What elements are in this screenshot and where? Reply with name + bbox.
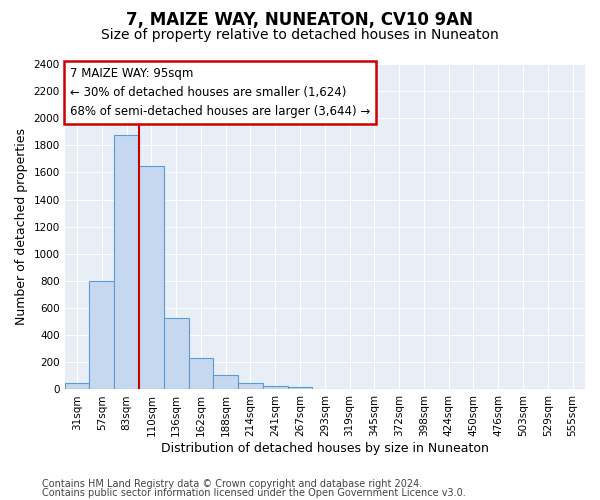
Bar: [214, 375, 238, 390]
Y-axis label: Number of detached properties: Number of detached properties: [15, 128, 28, 325]
Bar: [139, 166, 164, 390]
Text: 7 MAIZE WAY: 95sqm
← 30% of detached houses are smaller (1,624)
68% of semi-deta: 7 MAIZE WAY: 95sqm ← 30% of detached hou…: [70, 68, 370, 118]
Text: Contains public sector information licensed under the Open Government Licence v3: Contains public sector information licen…: [42, 488, 466, 498]
Bar: [89, 281, 114, 390]
Bar: [114, 134, 139, 390]
Bar: [238, 383, 263, 390]
Text: 7, MAIZE WAY, NUNEATON, CV10 9AN: 7, MAIZE WAY, NUNEATON, CV10 9AN: [127, 11, 473, 29]
Bar: [188, 358, 214, 390]
Text: Contains HM Land Registry data © Crown copyright and database right 2024.: Contains HM Land Registry data © Crown c…: [42, 479, 422, 489]
Text: Size of property relative to detached houses in Nuneaton: Size of property relative to detached ho…: [101, 28, 499, 42]
Bar: [263, 386, 287, 390]
Bar: [65, 382, 89, 390]
X-axis label: Distribution of detached houses by size in Nuneaton: Distribution of detached houses by size …: [161, 442, 489, 455]
Bar: [164, 318, 188, 390]
Bar: [287, 387, 313, 390]
